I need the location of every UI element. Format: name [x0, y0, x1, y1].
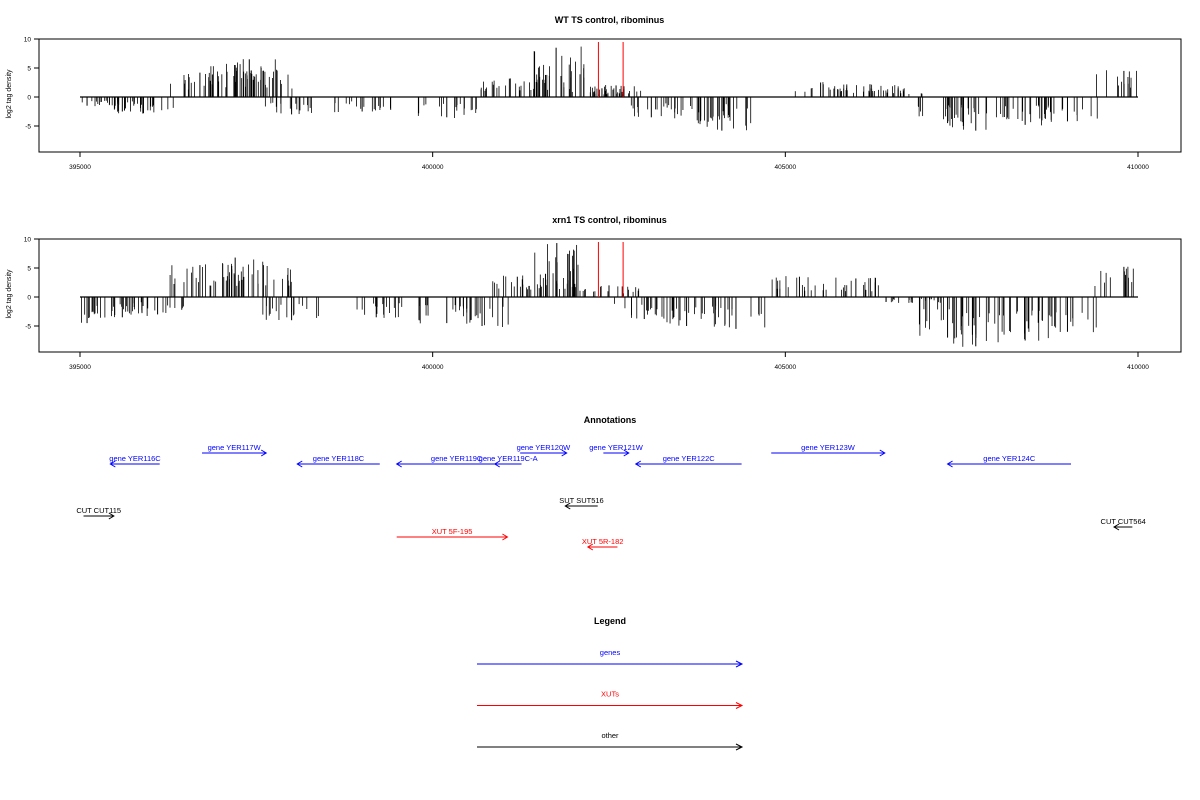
y-axis-label: log2 tag density [6, 269, 13, 319]
arrow-head [395, 460, 402, 468]
feature-label: gene YER120W [517, 443, 572, 452]
plot-frame [38, 238, 1182, 353]
feature: CUT CUT564 [1101, 517, 1146, 531]
y-axis-label: log2 tag density [6, 69, 13, 119]
y-axis: 10 5 0 -5 [24, 37, 39, 131]
y-axis: 10 5 0 -5 [24, 237, 39, 331]
arrow-head [108, 512, 115, 520]
feature: gene YER123W [771, 443, 886, 457]
arrow-head [109, 460, 116, 468]
arrow-head [260, 449, 268, 457]
x-tick-label: 410000 [1127, 164, 1149, 171]
arrow-head [502, 533, 509, 541]
bar-series [80, 46, 1138, 131]
x-tick-label: 405000 [774, 164, 796, 171]
legend: Legend genes XUTs other [477, 616, 744, 751]
legend-label: genes [600, 648, 621, 657]
x-tick-label: 395000 [69, 364, 91, 371]
arrow-head [634, 460, 642, 468]
y-tick-label: 0 [27, 295, 31, 302]
legend-title: Legend [594, 616, 626, 626]
arrow-head [296, 460, 303, 468]
feature-label: XUT 5F-195 [432, 527, 473, 536]
feature: gene YER121W [589, 443, 644, 457]
bar-series [80, 243, 1138, 347]
marker-lines [597, 42, 624, 97]
legend-arrow [735, 702, 744, 709]
feature-label: gene YER121W [589, 443, 644, 452]
feature-label: gene YER119C-A [479, 454, 538, 463]
legend-label: XUTs [601, 690, 619, 699]
feature: gene YER120W [517, 443, 572, 457]
legend-items: genes XUTs other [477, 648, 744, 751]
feature-label: CUT CUT115 [76, 506, 121, 515]
y-tick-label: 5 [27, 266, 31, 273]
legend-item: XUTs [477, 690, 744, 709]
marker-lines [597, 242, 624, 297]
arrow-head [1113, 523, 1120, 531]
arrow-head [623, 449, 630, 457]
legend-label: other [601, 731, 619, 740]
feature-label: gene YER117W [208, 443, 262, 452]
arrow-head [561, 449, 568, 457]
feature-label: gene YER116C [109, 454, 161, 463]
feature: gene YER118C [296, 454, 380, 468]
legend-arrow [735, 743, 744, 751]
y-tick-label: -5 [25, 124, 31, 131]
feature-label: gene YER119C [431, 454, 483, 463]
legend-item: genes [477, 648, 744, 668]
x-tick-label: 410000 [1127, 364, 1149, 371]
feature: SUT SUT516 [559, 496, 604, 510]
feature-label: gene YER122C [663, 454, 716, 463]
x-tick-label: 405000 [774, 364, 796, 371]
feature: XUT 5R-182 [582, 537, 624, 551]
x-tick-label: 400000 [422, 164, 444, 171]
feature: XUT 5F-195 [396, 527, 509, 541]
y-tick-label: 10 [24, 37, 32, 44]
y-tick-label: 0 [27, 95, 31, 102]
feature: gene YER117W [202, 443, 268, 457]
arrow-head [879, 449, 886, 457]
x-axis: 395000 400000 405000 410000 [69, 152, 1149, 171]
panel-xrn1-ts-control: xrn1 TS control, ribominus log2 tag dens… [6, 215, 1182, 371]
arrow-head [493, 460, 500, 468]
x-tick-label: 395000 [69, 164, 91, 171]
feature-label: SUT SUT516 [559, 496, 603, 505]
panel-wt-ts-control: WT TS control, ribominus log2 tag densit… [6, 15, 1182, 171]
x-axis: 395000 400000 405000 410000 [69, 352, 1149, 371]
feature-label: CUT CUT564 [1101, 517, 1146, 526]
feature-arrows: gene YER116C gene YER117W gene YER118C gene… [76, 443, 1146, 551]
legend-arrow [735, 660, 744, 668]
y-tick-label: 10 [24, 237, 32, 244]
arrow-head [564, 502, 571, 510]
feature-label: gene YER124C [983, 454, 1036, 463]
arrow-head [586, 543, 594, 551]
feature: gene YER119C-A [479, 454, 538, 468]
panel-title: WT TS control, ribominus [555, 15, 665, 25]
feature-label: gene YER118C [313, 454, 365, 463]
plot-frame [38, 38, 1182, 153]
arrow-head [946, 460, 953, 468]
x-tick-label: 400000 [422, 364, 444, 371]
y-tick-label: -5 [25, 324, 31, 331]
feature-label: XUT 5R-182 [582, 537, 624, 546]
feature: gene YER124C [946, 454, 1071, 468]
feature: gene YER122C [634, 454, 742, 468]
panel-title: xrn1 TS control, ribominus [552, 215, 667, 225]
feature: gene YER116C [109, 454, 161, 468]
legend-item: other [477, 731, 744, 751]
annotations-title: Annotations [584, 415, 637, 425]
feature: CUT CUT115 [76, 506, 121, 520]
feature-label: gene YER123W [801, 443, 856, 452]
y-tick-label: 5 [27, 66, 31, 73]
